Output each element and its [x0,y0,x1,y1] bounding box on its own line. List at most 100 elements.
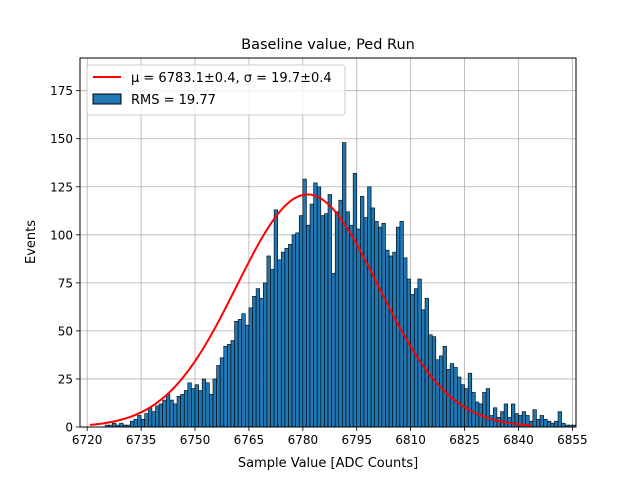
y-axis-label: Events [24,220,39,264]
histogram-bar [331,272,336,428]
histogram-bar [428,334,433,428]
histogram-bar [212,378,217,428]
histogram-bar [137,415,142,428]
histogram-bar [151,411,156,428]
histogram-bar [385,249,390,428]
x-tick-label: 6750 [180,433,211,447]
x-axis-label: Sample Value [ADC Counts] [238,456,418,471]
histogram-bar [309,203,314,428]
y-tick-label: 100 [50,228,73,242]
histogram-bar [227,344,232,428]
histogram-bar [399,221,404,428]
histogram-bar [219,357,225,428]
histogram-bar [352,173,358,428]
histogram-bar [262,282,268,428]
x-tick-label: 6840 [503,433,534,447]
histogram-bar [216,365,221,428]
histogram-bar [316,186,322,428]
histogram-bar [273,209,278,428]
histogram-bar [288,244,293,428]
histogram-bar [201,378,207,428]
histogram-bar [439,355,444,428]
y-tick-label: 25 [58,372,73,386]
histogram-bar [158,403,163,428]
histogram-bar [209,394,214,428]
histogram-bar [500,411,505,428]
histogram-bar [363,217,368,428]
histogram-bar [155,405,160,428]
histogram-bar [266,255,271,428]
histogram-bar [252,296,257,428]
histogram-bar [532,409,537,428]
legend-histogram-swatch [92,93,122,105]
histogram-bar [349,224,354,428]
histogram-bar [485,388,491,428]
histogram-bar [338,199,343,428]
histogram-bar [130,420,135,428]
histogram-bar [198,390,203,428]
x-axis-ticks: 6720 6735 6750 6765 6780 6795 6810 6825 6840 6855 [72,427,588,447]
legend: μ = 6783.1±0.4, σ = 19.7±0.4 RMS = 19.77 [86,64,346,116]
histogram-bar [255,288,261,428]
gaussian-fit-curve [89,193,532,427]
histogram-bar [302,178,307,428]
histogram-bar [435,359,440,428]
legend-fit-label: μ = 6783.1±0.4, σ = 19.7±0.4 [131,71,332,86]
histogram-bar [417,278,422,428]
histogram-bar [147,407,153,428]
histogram-bar [388,255,393,428]
histogram-bar [546,420,552,428]
histogram-bar [241,313,246,428]
plot-frame [79,57,577,428]
histogram-bar [284,247,289,428]
histogram-bar [133,419,138,428]
histogram-bar [277,259,282,428]
histogram-bar [453,367,458,428]
histogram-bar [536,419,541,428]
histogram-bar [112,422,117,428]
histogram-bar [165,394,171,428]
histogram-bar [554,420,559,428]
histogram-bar [169,399,174,428]
histogram-bar [374,221,379,428]
histogram-bar [187,382,192,428]
histogram-bar [424,297,429,428]
histogram-bar [230,340,235,428]
histogram-bar [140,419,145,428]
histogram-bar [467,372,473,428]
histogram-bar [381,222,386,428]
histogram-bar [234,320,239,428]
chart-title: Baseline value, Ped Run [241,37,415,53]
histogram-bar [539,415,544,428]
histogram-bar [291,234,296,428]
histogram-bar [342,142,347,428]
histogram-bar [561,422,566,428]
y-axis-ticks: 0 25 50 75 100 125 150 175 [50,84,80,435]
histogram-bar [176,395,181,428]
y-tick-label: 50 [58,324,73,338]
histogram-bar [403,257,408,428]
y-tick-label: 175 [50,84,73,98]
histogram-bar [306,224,311,428]
histogram-bar [270,269,275,428]
histogram-bar [324,213,329,428]
histogram-bar [295,232,300,428]
histogram-bar [173,403,178,428]
histogram-bar [313,182,318,428]
histogram-bar [144,413,149,428]
histogram-bar [471,392,476,428]
histogram-bar [119,422,124,428]
histogram-bar [237,319,243,428]
x-tick-label: 6735 [126,433,157,447]
histogram-bar [298,215,304,428]
x-tick-label: 6795 [341,433,372,447]
histogram-bar [280,251,286,428]
x-tick-label: 6780 [288,433,319,447]
y-tick-label: 125 [50,180,73,194]
x-tick-label: 6825 [449,433,480,447]
histogram-bar [370,207,376,428]
y-tick-label: 150 [50,132,73,146]
y-tick-label: 75 [58,276,73,290]
histogram-bar [259,297,264,428]
